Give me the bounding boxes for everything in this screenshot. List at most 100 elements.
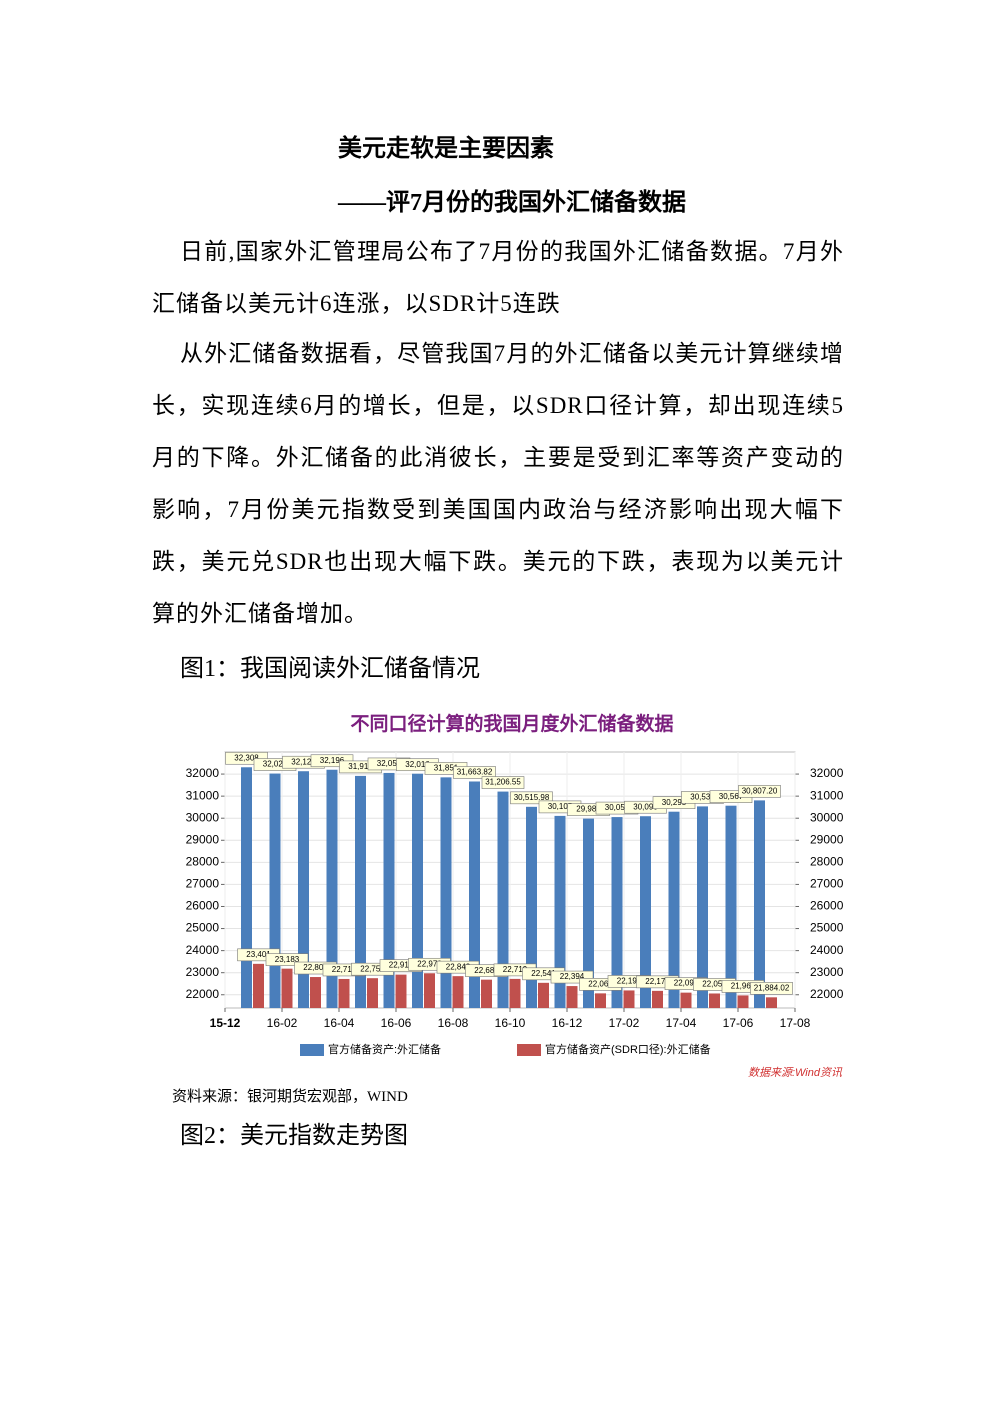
value-label: 22,394 xyxy=(560,972,585,981)
bar xyxy=(395,974,407,1008)
figure-source: 资料来源：银河期货宏观部，WIND xyxy=(172,1089,408,1105)
value-label: 21,969 xyxy=(731,982,756,991)
y2-tick-label: 24000 xyxy=(810,943,844,957)
value-label: 30,567 xyxy=(719,792,744,801)
bar xyxy=(269,773,281,1008)
x-tick-label: 17-06 xyxy=(723,1016,754,1030)
value-label: 30,515.98 xyxy=(514,793,550,802)
bar xyxy=(766,997,777,1008)
bar xyxy=(355,775,366,1008)
value-label: 30,051 xyxy=(605,803,630,812)
bar xyxy=(680,992,692,1008)
value-label: 22,843 xyxy=(446,962,471,971)
value-label: 22,177 xyxy=(645,977,670,986)
value-label: 22,719 xyxy=(503,965,528,974)
value-label: 30,535 xyxy=(690,793,715,802)
y2-tick-label: 32000 xyxy=(810,766,844,780)
x-tick-label: 15-12 xyxy=(210,1016,241,1030)
y-tick-label: 29000 xyxy=(186,832,220,846)
value-label: 22,096 xyxy=(674,979,699,988)
y-tick-label: 26000 xyxy=(186,899,220,913)
bar xyxy=(253,963,264,1008)
x-tick-label: 16-04 xyxy=(324,1016,355,1030)
y-tick-label: 31000 xyxy=(186,788,220,802)
x-tick-label: 16-06 xyxy=(381,1016,412,1030)
value-label-box xyxy=(750,982,793,995)
value-label: 22,912 xyxy=(389,961,414,970)
y-tick-label: 25000 xyxy=(186,921,220,935)
legend-label: 官方储备资产(SDR口径):外汇储备 xyxy=(545,1042,711,1056)
bar xyxy=(383,772,395,1008)
y2-tick-label: 23000 xyxy=(810,965,844,979)
bar xyxy=(367,978,378,1008)
y-tick-label: 22000 xyxy=(186,987,220,1001)
value-label: 22,716 xyxy=(332,965,357,974)
bar xyxy=(566,986,578,1008)
value-label: 32,129 xyxy=(291,757,316,766)
bar xyxy=(640,816,651,1008)
value-label: 21,884.02 xyxy=(754,983,790,992)
y2-tick-label: 31000 xyxy=(810,788,844,802)
bar xyxy=(668,811,680,1008)
bar xyxy=(481,979,492,1008)
value-label: 32,196 xyxy=(320,756,345,765)
value-label: 23,183 xyxy=(275,955,300,964)
bar xyxy=(452,976,464,1008)
bar xyxy=(241,767,252,1008)
chart-title: 不同口径计算的我国月度外汇储备数据 xyxy=(350,712,673,735)
paragraph: 从外汇储备数据看，尽管我国7月的外汇储备以美元计算继续增长，实现连续6月的增长，… xyxy=(152,341,844,626)
bar xyxy=(754,800,765,1008)
bar xyxy=(583,818,594,1008)
doc-title: 美元走软是主要因素 xyxy=(338,136,554,162)
value-label: 32,023 xyxy=(263,760,288,769)
bar xyxy=(623,990,635,1008)
legend-label: 官方储备资产:外汇储备 xyxy=(328,1042,441,1056)
bar xyxy=(326,769,338,1008)
bar xyxy=(709,993,720,1008)
x-tick-label: 16-10 xyxy=(495,1016,526,1030)
legend-swatch xyxy=(517,1044,541,1056)
y-tick-label: 28000 xyxy=(186,855,220,869)
y2-tick-label: 29000 xyxy=(810,832,844,846)
value-label: 31,206.55 xyxy=(485,778,521,787)
y-tick-label: 32000 xyxy=(186,766,220,780)
bar xyxy=(440,777,452,1008)
y2-tick-label: 26000 xyxy=(810,899,844,913)
bar xyxy=(737,995,749,1008)
bar xyxy=(497,791,509,1008)
bar xyxy=(469,781,480,1008)
value-label: 22,196 xyxy=(617,977,642,986)
value-label: 30,295 xyxy=(662,798,687,807)
bar xyxy=(338,978,350,1008)
bar xyxy=(509,978,521,1008)
figure-caption: 图1：我国阅读外汇储备情况 xyxy=(180,656,480,682)
y-tick-label: 24000 xyxy=(186,943,220,957)
value-label: 22,973 xyxy=(417,959,442,968)
paragraph: 日前,国家外汇管理局公布了7月份的我国外汇储备数据。7月外汇储备以美元计6连涨，… xyxy=(152,239,844,316)
value-label-box xyxy=(453,766,496,779)
value-label: 22,058 xyxy=(702,980,727,989)
bar xyxy=(595,993,606,1008)
doc-subtitle: ——评7月份的我国外汇储备数据 xyxy=(338,190,686,216)
value-label: 22,684 xyxy=(474,966,499,975)
value-label: 32,308 xyxy=(234,753,259,762)
value-label: 32,051 xyxy=(377,759,402,768)
value-label: 22,063 xyxy=(588,979,613,988)
y2-tick-label: 27000 xyxy=(810,877,844,891)
value-label: 22,803 xyxy=(303,963,328,972)
bar xyxy=(526,806,537,1008)
y-tick-label: 27000 xyxy=(186,877,220,891)
x-tick-label: 17-02 xyxy=(609,1016,640,1030)
value-label: 23,401 xyxy=(246,950,271,959)
x-tick-label: 16-02 xyxy=(267,1016,298,1030)
chart-source: 数据来源:Wind资讯 xyxy=(748,1066,843,1079)
bar xyxy=(611,817,623,1008)
bar xyxy=(538,982,549,1008)
x-tick-label: 16-08 xyxy=(438,1016,469,1030)
value-label-box xyxy=(481,776,525,789)
y2-tick-label: 30000 xyxy=(810,810,844,824)
y2-tick-label: 25000 xyxy=(810,921,844,935)
chart: 不同口径计算的我国月度外汇储备数据 数据来源:Wind资讯 22000 23000… xyxy=(186,712,844,1079)
y-tick-label: 23000 xyxy=(186,965,220,979)
